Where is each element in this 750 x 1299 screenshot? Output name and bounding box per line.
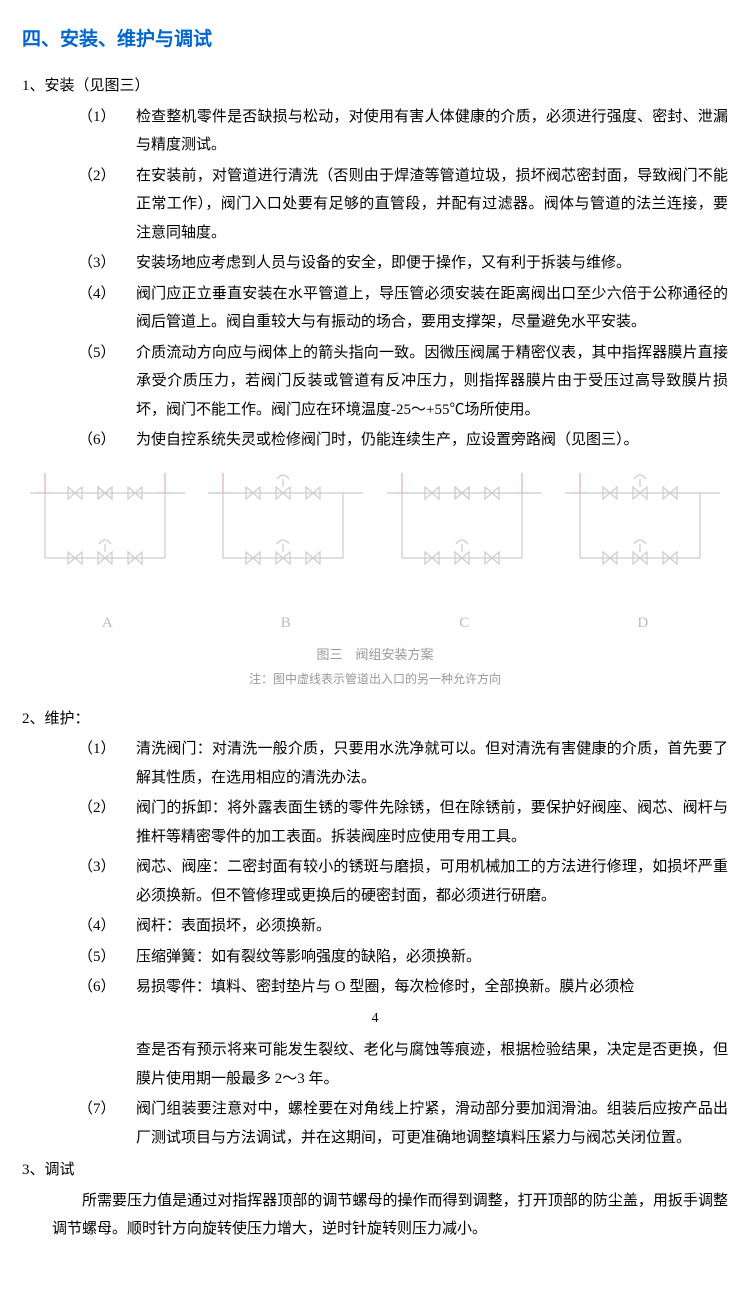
list-item: （5）介质流动方向应与阀体上的箭头指向一致。因微压阀属于精密仪表，其中指挥器膜片… [78,339,728,425]
item-number: （6） [78,426,136,455]
item-number: （3） [78,249,136,278]
item-text: 检查整机零件是否缺损与松动，对使用有害人体健康的介质，必须进行强度、密封、泄漏与… [136,103,728,160]
item-number: （4） [78,280,136,337]
item-text: 阀门组装要注意对中，螺栓要在对角线上拧紧，滑动部分要加润滑油。组装后应按产品出厂… [136,1095,728,1152]
diagram-label: A [30,609,185,638]
item-text: 阀芯、阀座：二密封面有较小的锈斑与磨损，可用机械加工的方法进行修理，如损坏严重必… [136,853,728,910]
list-item: （5）压缩弹簧：如有裂纹等影响强度的缺陷，必须换新。 [78,943,728,972]
diagram-label: C [387,609,542,638]
diagram-label: D [565,609,720,638]
maintain-heading: 2、维护： [22,705,728,734]
item-text: 介质流动方向应与阀体上的箭头指向一致。因微压阀属于精密仪表，其中指挥器膜片直接承… [136,339,728,425]
item-number: （1） [78,735,136,792]
item-number: （6） [78,973,136,1002]
list-item: （4）阀杆：表面损坏，必须换新。 [78,912,728,941]
page-number: 4 [22,1006,728,1033]
item-number: （5） [78,943,136,972]
list-item: （3）阀芯、阀座：二密封面有较小的锈斑与磨损，可用机械加工的方法进行修理，如损坏… [78,853,728,910]
debug-heading: 3、调试 [22,1156,728,1185]
item-number: （2） [78,794,136,851]
list-item: （7）阀门组装要注意对中，螺栓要在对角线上拧紧，滑动部分要加润滑油。组装后应按产… [78,1095,728,1152]
list-item: （2）在安装前，对管道进行清洗（否则由于焊渣等管道垃圾，损坏阀芯密封面，导致阀门… [78,162,728,248]
diagram-b: B [208,473,363,638]
item-number: （4） [78,912,136,941]
item-text: 查是否有预示将来可能发生裂纹、老化与腐蚀等痕迹，根据检验结果，决定是否更换，但膜… [136,1036,728,1093]
install-heading: 1、安装（见图三） [22,72,728,101]
maintain-list-b: 查是否有预示将来可能发生裂纹、老化与腐蚀等痕迹，根据检验结果，决定是否更换，但膜… [78,1036,728,1152]
item-text: 为使自控系统失灵或检修阀门时，仍能连续生产，应设置旁路阀（见图三）。 [136,426,728,455]
list-item: （3）安装场地应考虑到人员与设备的安全，即便于操作，又有利于拆装与维修。 [78,249,728,278]
item-text: 阀门应正立垂直安装在水平管道上，导压管必须安装在距离阀出口至少六倍于公称通径的阀… [136,280,728,337]
install-list: （1）检查整机零件是否缺损与松动，对使用有害人体健康的介质，必须进行强度、密封、… [78,103,728,455]
item-number: （5） [78,339,136,425]
list-item: 查是否有预示将来可能发生裂纹、老化与腐蚀等痕迹，根据检验结果，决定是否更换，但膜… [78,1036,728,1093]
item-number: （1） [78,103,136,160]
list-item: （1）检查整机零件是否缺损与松动，对使用有害人体健康的介质，必须进行强度、密封、… [78,103,728,160]
item-number: （2） [78,162,136,248]
list-item: （1）清洗阀门：对清洗一般介质，只要用水洗净就可以。但对清洗有害健康的介质，首先… [78,735,728,792]
figure-note: 注：图中虚线表示管道出入口的另一种允许方向 [22,668,728,691]
item-text: 安装场地应考虑到人员与设备的安全，即便于操作，又有利于拆装与维修。 [136,249,728,278]
item-number: （3） [78,853,136,910]
diagram-c: C [387,473,542,638]
item-text: 压缩弹簧：如有裂纹等影响强度的缺陷，必须换新。 [136,943,728,972]
maintain-list-a: （1）清洗阀门：对清洗一般介质，只要用水洗净就可以。但对清洗有害健康的介质，首先… [78,735,728,1002]
item-text: 阀门的拆卸：将外露表面生锈的零件先除锈，但在除锈前，要保护好阀座、阀芯、阀杆与推… [136,794,728,851]
item-text: 在安装前，对管道进行清洗（否则由于焊渣等管道垃圾，损坏阀芯密封面，导致阀门不能正… [136,162,728,248]
diagram-a: A [30,473,185,638]
figure-caption: 图三 阀组安装方案 [22,643,728,668]
item-number [78,1036,136,1093]
list-item: （4）阀门应正立垂直安装在水平管道上，导压管必须安装在距离阀出口至少六倍于公称通… [78,280,728,337]
diagram-label: B [208,609,363,638]
figure-3: A [22,473,728,691]
list-item: （2）阀门的拆卸：将外露表面生锈的零件先除锈，但在除锈前，要保护好阀座、阀芯、阀… [78,794,728,851]
section-title: 四、安装、维护与调试 [22,22,728,58]
item-text: 阀杆：表面损坏，必须换新。 [136,912,728,941]
list-item: （6）易损零件：填料、密封垫片与 O 型圈，每次检修时，全部换新。膜片必须检 [78,973,728,1002]
diagram-d: D [565,473,720,638]
item-text: 易损零件：填料、密封垫片与 O 型圈，每次检修时，全部换新。膜片必须检 [136,973,728,1002]
debug-paragraph: 所需要压力值是通过对指挥器顶部的调节螺母的操作而得到调整，打开顶部的防尘盖，用扳… [52,1187,728,1244]
item-text: 清洗阀门：对清洗一般介质，只要用水洗净就可以。但对清洗有害健康的介质，首先要了解… [136,735,728,792]
list-item: （6）为使自控系统失灵或检修阀门时，仍能连续生产，应设置旁路阀（见图三）。 [78,426,728,455]
item-number: （7） [78,1095,136,1152]
